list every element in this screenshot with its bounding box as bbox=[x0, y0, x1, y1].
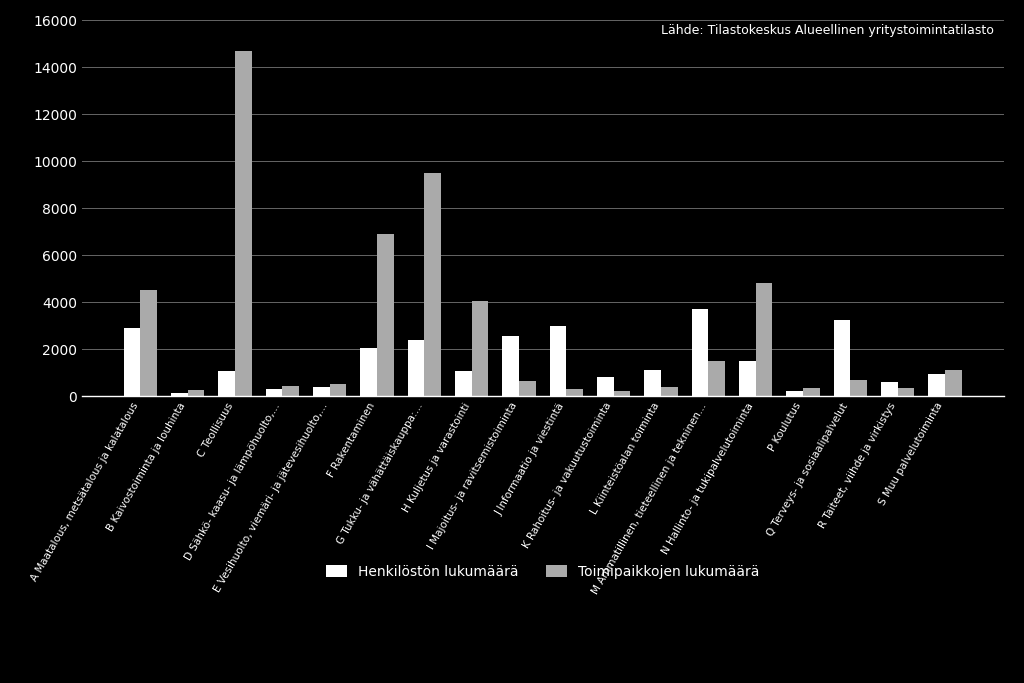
Bar bbox=[313, 387, 330, 396]
Bar bbox=[330, 385, 346, 396]
Bar bbox=[187, 390, 204, 396]
Bar bbox=[566, 389, 583, 396]
Bar bbox=[124, 328, 140, 396]
Bar bbox=[850, 380, 867, 396]
Bar bbox=[472, 301, 488, 396]
Bar bbox=[519, 381, 536, 396]
Text: Lähde: Tilastokeskus Alueellinen yritystoimintatilasto: Lähde: Tilastokeskus Alueellinen yrityst… bbox=[662, 24, 994, 38]
Bar bbox=[550, 326, 566, 396]
Bar bbox=[613, 391, 631, 396]
Bar bbox=[424, 173, 441, 396]
Bar bbox=[739, 361, 756, 396]
Bar bbox=[644, 370, 662, 396]
Bar bbox=[408, 340, 424, 396]
Bar bbox=[662, 387, 678, 396]
Bar bbox=[455, 372, 472, 396]
Bar bbox=[945, 370, 962, 396]
Bar bbox=[360, 348, 377, 396]
Bar bbox=[171, 393, 187, 396]
Bar bbox=[834, 320, 850, 396]
Bar bbox=[756, 283, 772, 396]
Bar bbox=[882, 382, 898, 396]
Bar bbox=[786, 391, 803, 396]
Bar bbox=[236, 51, 252, 396]
Bar bbox=[597, 377, 613, 396]
Bar bbox=[283, 386, 299, 396]
Bar bbox=[266, 389, 283, 396]
Bar bbox=[709, 361, 725, 396]
Bar bbox=[377, 234, 393, 396]
Legend: Henkilöstön lukumäärä, Toimipaikkojen lukumäärä: Henkilöstön lukumäärä, Toimipaikkojen lu… bbox=[321, 559, 765, 585]
Bar bbox=[898, 388, 914, 396]
Bar bbox=[929, 374, 945, 396]
Bar bbox=[503, 336, 519, 396]
Bar bbox=[140, 290, 157, 396]
Bar bbox=[803, 388, 819, 396]
Bar bbox=[692, 309, 709, 396]
Bar bbox=[218, 372, 236, 396]
